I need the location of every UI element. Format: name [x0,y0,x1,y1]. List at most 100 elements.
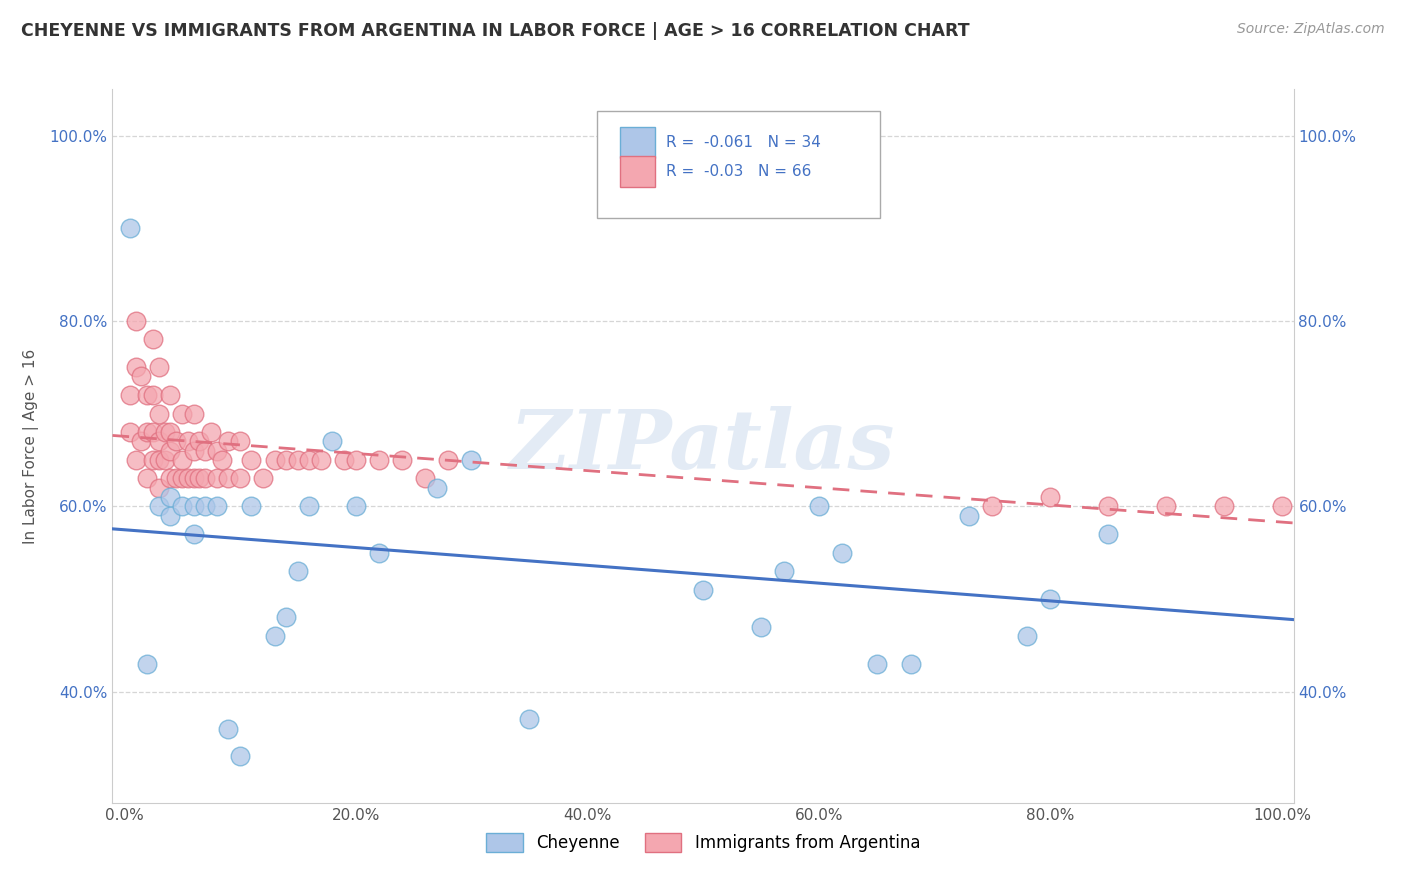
Point [142,333,165,347]
Point [900,657,922,671]
Point [1097,527,1119,541]
Point [170,471,193,485]
Point [749,620,772,634]
FancyBboxPatch shape [620,127,655,159]
Point [981,500,1004,514]
Point [136,657,159,671]
Point [159,471,181,485]
Point [831,545,853,559]
Point [124,314,146,328]
Point [170,453,193,467]
Point [957,508,980,523]
Point [321,434,343,449]
Point [460,453,482,467]
Point [287,453,309,467]
Point [183,407,205,421]
Point [205,500,228,514]
Point [165,471,187,485]
Point [367,545,389,559]
Text: ZIPatlas: ZIPatlas [510,406,896,486]
Point [413,471,436,485]
Point [252,471,274,485]
Point [177,471,200,485]
Point [136,425,159,439]
Point [517,712,540,726]
Point [153,425,176,439]
Point [1154,500,1177,514]
Point [276,453,298,467]
Point [153,453,176,467]
Point [142,388,165,402]
Legend: Cheyenne, Immigrants from Argentina: Cheyenne, Immigrants from Argentina [479,826,927,859]
Point [118,388,141,402]
FancyBboxPatch shape [620,155,655,187]
Point [205,443,228,458]
Point [263,629,285,643]
Point [344,500,367,514]
Point [188,434,211,449]
Text: R =  -0.03   N = 66: R = -0.03 N = 66 [666,164,811,178]
Point [1017,629,1039,643]
Point [773,564,796,578]
Point [131,369,153,384]
Point [194,443,217,458]
Point [148,453,170,467]
Point [183,500,205,514]
Point [170,500,193,514]
Point [344,453,367,467]
Point [136,388,159,402]
Point [263,453,285,467]
Point [240,500,263,514]
Point [692,582,714,597]
Point [1213,500,1236,514]
Point [217,434,239,449]
Point [1039,490,1062,504]
Point [177,434,200,449]
Point [1039,591,1062,606]
Point [148,500,170,514]
Point [217,722,239,736]
Point [298,500,321,514]
Point [131,434,153,449]
Point [148,434,170,449]
FancyBboxPatch shape [596,111,880,218]
Point [188,471,211,485]
Point [276,610,298,624]
Text: R =  -0.061   N = 34: R = -0.061 N = 34 [666,136,821,150]
Point [217,471,239,485]
Point [229,434,252,449]
Point [205,471,228,485]
Point [807,500,830,514]
Point [124,360,146,375]
Point [142,425,165,439]
Point [159,508,181,523]
Point [183,443,205,458]
Point [159,425,181,439]
Point [1097,500,1119,514]
Point [194,471,217,485]
Text: Source: ZipAtlas.com: Source: ZipAtlas.com [1237,22,1385,37]
Point [437,453,460,467]
Point [367,453,389,467]
Y-axis label: In Labor Force | Age > 16: In Labor Force | Age > 16 [22,349,38,543]
Point [200,425,222,439]
Point [1271,500,1294,514]
Point [240,453,263,467]
Point [142,453,165,467]
Point [391,453,413,467]
Point [159,388,181,402]
Point [159,490,181,504]
Point [148,360,170,375]
Point [124,453,146,467]
Point [229,749,252,764]
Point [118,221,141,235]
Point [298,453,321,467]
Point [183,527,205,541]
Point [148,481,170,495]
Text: CHEYENNE VS IMMIGRANTS FROM ARGENTINA IN LABOR FORCE | AGE > 16 CORRELATION CHAR: CHEYENNE VS IMMIGRANTS FROM ARGENTINA IN… [21,22,970,40]
Point [309,453,332,467]
Point [866,657,889,671]
Point [136,471,159,485]
Point [148,407,170,421]
Point [194,500,217,514]
